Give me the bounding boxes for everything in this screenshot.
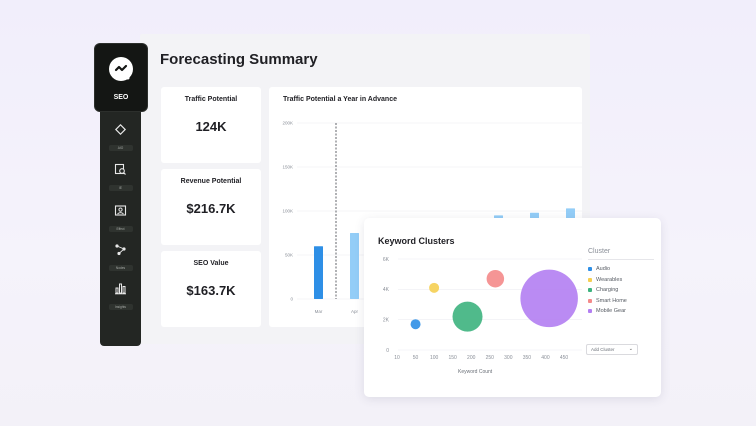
nav-item-label: AIO [108, 145, 133, 151]
x-tick-label: 300 [504, 355, 513, 361]
legend-label: Charging [596, 287, 619, 294]
x-axis-title: Keyword Count [458, 369, 493, 375]
logo-icon [109, 57, 133, 81]
y-tick-label: 6K [383, 257, 390, 263]
x-tick-label: Mar [315, 309, 323, 314]
seo-logo-button[interactable]: SEO [95, 44, 147, 111]
bubble-wearables [429, 282, 440, 293]
nav-item-label: Nodes [108, 265, 133, 271]
legend-title: Cluster [588, 248, 611, 255]
add-cluster-label: Add Cluster [591, 347, 615, 352]
y-tick-label: 2K [383, 317, 390, 323]
nav-item-label: IE [108, 185, 133, 191]
y-tick-label: 200K [282, 121, 293, 126]
kpi-value: 124K [195, 119, 227, 134]
y-tick-label: 0 [386, 348, 389, 354]
legend-item[interactable]: Smart Home [588, 296, 654, 307]
diamond-icon [114, 123, 127, 136]
x-tick-label: 10 [394, 355, 400, 361]
legend-divider [588, 259, 654, 260]
legend-swatch [588, 309, 592, 314]
nav-item-insights[interactable]: Insights [100, 282, 141, 313]
nav-item-aio[interactable]: AIO [100, 123, 141, 154]
nav-item-label: Effect [108, 226, 133, 232]
x-tick-label: Apr [351, 309, 359, 314]
keyword-clusters-chart: 0 2K 4K 6K 10 50 100 150 200 250 300 350 400 450 [383, 257, 582, 361]
bubble-smart-home [486, 269, 505, 288]
image-icon [114, 205, 127, 216]
nav-item-label: Insights [108, 304, 133, 310]
legend-swatch [588, 298, 592, 303]
kpi-value: $163.7K [186, 283, 236, 298]
kpi-card-seo-value: SEO Value $163.7K [161, 251, 261, 327]
kpi-card-traffic: Traffic Potential 124K [161, 87, 261, 163]
x-tick-label: 400 [541, 355, 550, 361]
y-tick-label: 50K [285, 253, 293, 258]
nav-item-ie[interactable]: IE [100, 163, 141, 194]
nodes-icon [115, 244, 126, 256]
bar [314, 246, 323, 299]
keyword-clusters-card: 0 2K 4K 6K 10 50 100 150 200 250 300 350 400 450 Keyw… [364, 218, 661, 397]
x-tick-label: 50 [413, 355, 419, 361]
kpi-label: SEO Value [193, 260, 229, 267]
legend-item[interactable]: Audio [588, 264, 654, 275]
nav-item-effect[interactable]: Effect [100, 204, 141, 235]
nav-item-nodes[interactable]: Nodes [100, 243, 141, 274]
y-tick-label: 100K [282, 209, 293, 214]
x-tick-label: 200 [467, 355, 476, 361]
bar [350, 233, 359, 299]
chevron-down-icon: ⌄ [628, 346, 633, 352]
legend-item[interactable]: Mobile Gear [588, 306, 654, 317]
y-tick-label: 0 [290, 297, 293, 302]
legend-item[interactable]: Charging [588, 285, 654, 296]
bubble-audio [410, 319, 421, 330]
kpi-card-revenue: Revenue Potential $216.7K [161, 169, 261, 245]
chart-title: Traffic Potential a Year in Advance [283, 96, 397, 103]
x-tick-label: 150 [448, 355, 457, 361]
page-title: Forecasting Summary [160, 51, 318, 68]
legend-label: Wearables [596, 276, 623, 283]
legend-swatch [588, 277, 592, 282]
add-cluster-dropdown[interactable]: Add Cluster ⌄ [586, 344, 638, 355]
bubble-mobile-gear [520, 269, 578, 328]
logo-label: SEO [113, 94, 129, 101]
legend-item[interactable]: Wearables [588, 275, 654, 286]
x-tick-label: 450 [560, 355, 569, 361]
y-tick-label: 4K [383, 287, 390, 293]
cluster-legend: Cluster Audio Wearables Charging Smart Home… [588, 248, 654, 317]
legend-swatch [588, 267, 592, 272]
bubble-charging [452, 301, 483, 332]
bar-chart-icon [115, 283, 126, 295]
kpi-label: Traffic Potential [184, 96, 238, 103]
legend-label: Smart Home [596, 297, 627, 304]
kpi-label: Revenue Potential [180, 178, 242, 185]
chart-title: Keyword Clusters [378, 236, 455, 246]
legend-label: Audio [596, 266, 611, 273]
x-tick-label: 350 [523, 355, 532, 361]
search-page-icon [114, 163, 126, 175]
x-tick-label: 250 [486, 355, 495, 361]
legend-swatch [588, 288, 592, 293]
legend-label: Mobile Gear [596, 308, 626, 315]
kpi-value: $216.7K [186, 201, 236, 216]
y-tick-label: 150K [282, 165, 293, 170]
x-tick-label: 100 [430, 355, 439, 361]
